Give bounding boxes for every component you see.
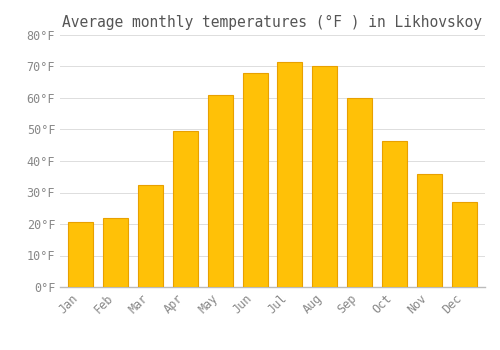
Bar [138,184,163,287]
Bar [312,66,338,287]
Bar [242,73,268,287]
Bar [347,98,372,287]
Title: Average monthly temperatures (°F ) in Likhovskoy: Average monthly temperatures (°F ) in Li… [62,15,482,30]
Bar [382,140,407,287]
Bar [278,62,302,287]
Bar [416,174,442,287]
Bar [452,202,476,287]
Bar [68,223,94,287]
Bar [103,218,128,287]
Bar [173,131,198,287]
Bar [208,95,233,287]
